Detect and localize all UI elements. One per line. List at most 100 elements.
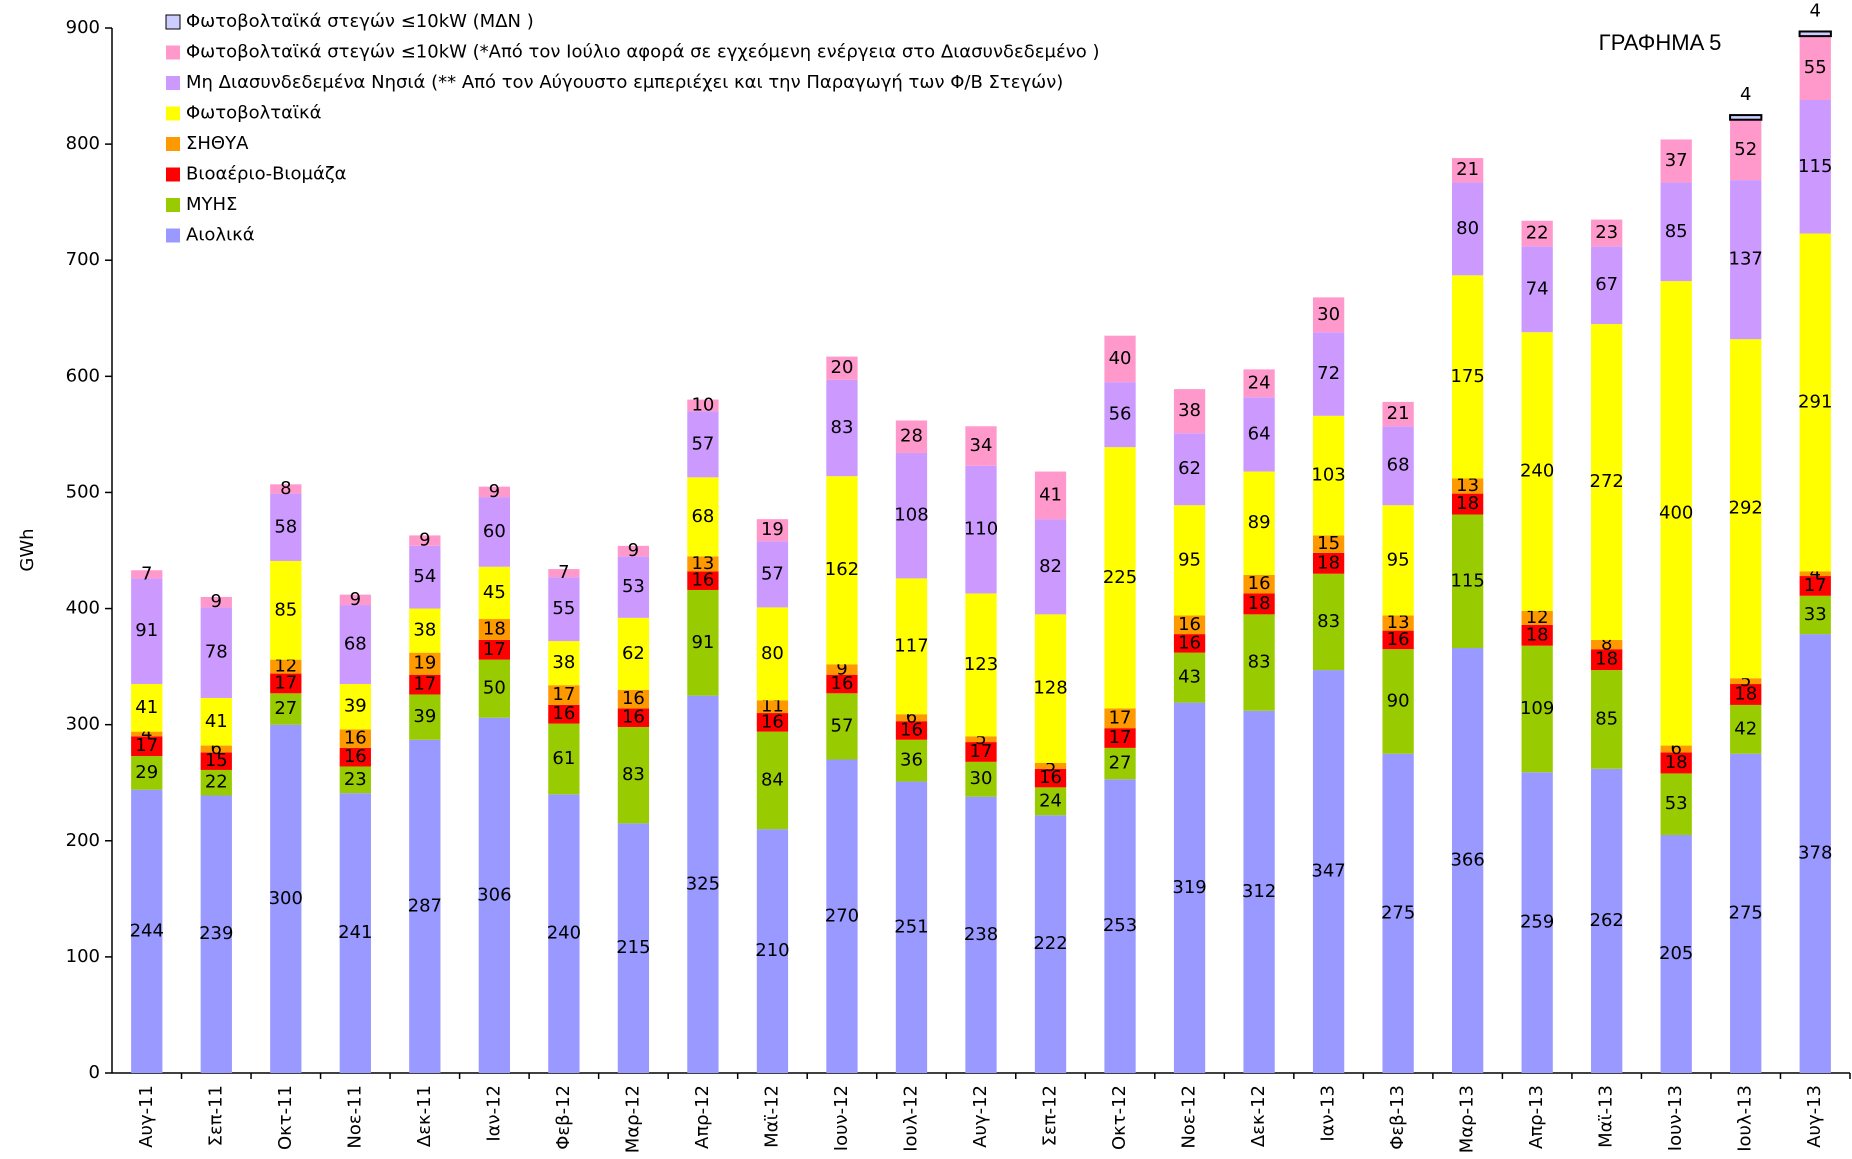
data-label: 18 — [1665, 752, 1688, 773]
data-label: 83 — [1317, 611, 1340, 632]
data-label: 30 — [970, 768, 993, 789]
data-label: 292 — [1729, 498, 1763, 519]
data-label: 13 — [1456, 475, 1479, 496]
data-label: 18 — [1317, 552, 1340, 573]
data-label: 287 — [408, 895, 442, 916]
data-label: 41 — [135, 697, 158, 718]
bar-segment — [617, 545, 650, 557]
bar-segment — [131, 756, 163, 790]
bar-segment — [1730, 753, 1762, 1073]
bar-segment — [687, 695, 719, 1073]
bar-segment — [1034, 614, 1067, 763]
bar-segment — [1104, 708, 1136, 729]
x-tick-label: Φεβ-12 — [553, 1085, 574, 1150]
bar-segment — [1034, 787, 1067, 816]
x-tick-label: Ιαν-13 — [1318, 1085, 1339, 1142]
data-label: 33 — [1804, 604, 1827, 625]
bar-segment — [1104, 779, 1136, 1073]
bar-segment — [1591, 768, 1623, 1073]
data-label: 291 — [1798, 391, 1832, 412]
data-label: 347 — [1311, 861, 1345, 882]
bar-segment — [200, 697, 232, 746]
bar-segment — [1243, 710, 1275, 1073]
bar-segment — [687, 589, 719, 696]
data-label: 6 — [1670, 738, 1681, 759]
legend-label: Βιοαέριο-Βιομάζα — [186, 164, 347, 185]
legend-label: Μη Διασυνδεδεμένα Νησιά (** Από τον Αύγο… — [186, 72, 1063, 93]
data-label: 17 — [413, 674, 436, 695]
data-label: 85 — [1665, 221, 1688, 242]
bar-segment — [1312, 670, 1345, 1073]
x-tick-label: Νοε-12 — [1179, 1085, 1200, 1149]
bar-segment — [478, 659, 511, 718]
bar-segment — [826, 664, 858, 675]
bar-segment — [478, 717, 511, 1073]
bar-segment — [270, 484, 302, 494]
x-tick-label: Ιουλ-12 — [900, 1085, 921, 1152]
data-label: 16 — [1387, 629, 1410, 650]
bar-segment — [1591, 324, 1623, 640]
bar-segment — [1382, 615, 1414, 631]
data-label: 58 — [274, 516, 297, 537]
bar-segment — [1104, 728, 1136, 748]
data-label: 109 — [1520, 698, 1554, 719]
bar-segment — [131, 570, 163, 579]
bar-segment — [1034, 471, 1067, 520]
x-tick-label: Αυγ-12 — [970, 1085, 991, 1148]
data-label: 9 — [836, 659, 847, 680]
legend-swatch — [166, 198, 180, 212]
bar-segment — [1382, 630, 1414, 650]
data-label: 137 — [1729, 249, 1763, 270]
bar-segment — [1173, 389, 1206, 434]
y-tick-label: 800 — [66, 133, 100, 154]
data-label: 41 — [205, 711, 228, 732]
data-label: 19 — [413, 653, 436, 674]
bar-segment — [895, 721, 928, 740]
data-label: 400 — [1659, 502, 1693, 523]
data-label: 39 — [413, 706, 436, 727]
data-label: 253 — [1103, 915, 1137, 936]
data-label: 244 — [130, 920, 164, 941]
bar-segment — [687, 571, 719, 590]
data-label: 9 — [628, 540, 639, 561]
bar-segment — [1799, 36, 1831, 100]
x-tick-label: Μαϊ-13 — [1596, 1085, 1617, 1148]
y-tick-label: 300 — [66, 714, 100, 735]
data-label: 4 — [141, 723, 152, 744]
data-label: 275 — [1381, 902, 1415, 923]
bar-segment — [409, 694, 441, 740]
bar-segment — [131, 789, 163, 1073]
data-label: 378 — [1798, 843, 1832, 864]
bar-segment — [895, 420, 928, 453]
x-tick-label: Σεπ-11 — [205, 1085, 226, 1146]
bar-segment — [409, 608, 441, 653]
data-label: 84 — [761, 769, 784, 790]
data-label: 11 — [761, 696, 784, 717]
bar-segment — [1451, 648, 1484, 1073]
data-label: 57 — [831, 715, 854, 736]
data-label: 16 — [1248, 573, 1271, 594]
data-label: 9 — [211, 591, 222, 612]
bar-segment — [339, 729, 371, 748]
bar-segment — [687, 477, 719, 557]
x-tick-label: Δεκ-11 — [414, 1085, 435, 1147]
bar-segment — [548, 569, 580, 578]
data-label: 16 — [622, 688, 645, 709]
bar-segment — [617, 708, 650, 727]
data-label: 18 — [1526, 624, 1549, 645]
bar-segment — [1591, 649, 1623, 671]
data-label: 8 — [1601, 634, 1612, 655]
data-label: 16 — [900, 719, 923, 740]
bar-segment — [339, 766, 371, 794]
data-label: 5 — [975, 728, 986, 749]
data-label: 272 — [1590, 471, 1624, 492]
data-label: 16 — [344, 728, 367, 749]
data-label: 16 — [831, 673, 854, 694]
x-tick-label: Σεπ-12 — [1040, 1085, 1061, 1146]
bar-segment — [1521, 645, 1553, 773]
bar-segment — [1173, 433, 1206, 506]
bar-segment — [409, 739, 441, 1073]
bar-segment — [548, 685, 580, 705]
bar-segment — [1104, 335, 1136, 383]
bar-segment — [1730, 339, 1762, 679]
